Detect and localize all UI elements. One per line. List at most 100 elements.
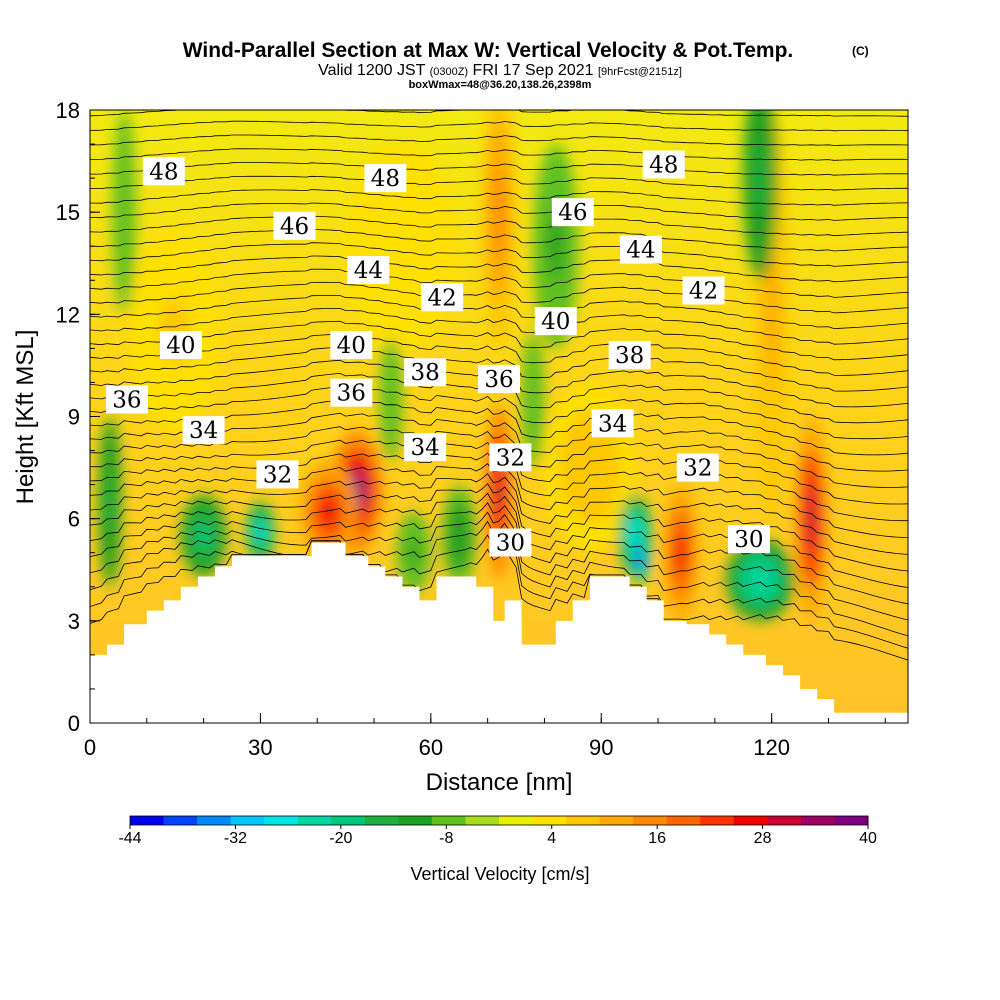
colorbar-tick-label: -32 bbox=[224, 830, 247, 847]
colorbar-swatch bbox=[163, 816, 198, 825]
isentrope bbox=[90, 502, 908, 605]
isentrope bbox=[90, 268, 908, 298]
subtitle-line: Valid 1200 JST (0300Z) FRI 17 Sep 2021 [… bbox=[318, 62, 682, 79]
contour-label-text: 48 bbox=[371, 166, 400, 192]
contour-label-box bbox=[142, 157, 185, 186]
contour-label-box bbox=[347, 256, 390, 285]
velocity-cell bbox=[493, 166, 505, 258]
isentrope bbox=[90, 473, 908, 555]
box-wmax-line: boxWmax=48@36.20,138.26,2398m bbox=[409, 79, 592, 91]
x-tick-label: 60 bbox=[419, 735, 443, 760]
contour-label: 34 bbox=[182, 416, 225, 445]
isentrope bbox=[90, 229, 908, 252]
colorbar-swatch bbox=[264, 816, 299, 825]
contour-label-box bbox=[489, 528, 532, 557]
chart-title: Wind-Parallel Section at Max W: Vertical… bbox=[183, 39, 794, 62]
contour-label-text: 38 bbox=[615, 343, 644, 369]
velocity-cell bbox=[574, 439, 606, 496]
contour-label-box bbox=[642, 150, 685, 179]
contour-label-box bbox=[256, 460, 299, 489]
velocity-cell bbox=[408, 539, 420, 567]
velocity-cell bbox=[754, 144, 766, 213]
contour-label-box bbox=[608, 341, 651, 370]
contour-label-text: 48 bbox=[649, 152, 678, 178]
contour-label-text: 40 bbox=[541, 309, 570, 335]
isentrope bbox=[90, 255, 908, 283]
y-tick-label: 15 bbox=[56, 200, 80, 225]
velocity-cell bbox=[529, 376, 537, 423]
isentrope bbox=[90, 110, 908, 117]
velocity-cell bbox=[255, 522, 266, 543]
x-tick-label: 120 bbox=[753, 735, 790, 760]
y-tick-label: 18 bbox=[56, 98, 80, 123]
contour-label-box bbox=[182, 416, 225, 445]
isentrope bbox=[90, 399, 908, 456]
contour-label-text: 34 bbox=[189, 418, 218, 444]
velocity-cell bbox=[638, 551, 644, 568]
contour-label: 30 bbox=[727, 525, 770, 554]
x-axis-label: Distance [nm] bbox=[426, 769, 573, 796]
velocity-cell bbox=[120, 178, 128, 247]
colorbar-swatch bbox=[331, 816, 366, 825]
colorbar-label: Vertical Velocity [cm/s] bbox=[410, 864, 589, 884]
colorbar-swatch bbox=[197, 816, 232, 825]
contour-label: 40 bbox=[330, 330, 373, 359]
isentrope bbox=[90, 346, 908, 392]
colorbar-swatch bbox=[700, 816, 735, 825]
valid-time-utc: (0300Z) bbox=[430, 66, 469, 78]
contour-label-text: 32 bbox=[683, 456, 712, 482]
contour-label: 42 bbox=[682, 276, 725, 305]
colorbar-swatch bbox=[800, 816, 835, 825]
contour-label-text: 34 bbox=[598, 411, 627, 437]
y-tick-label: 9 bbox=[68, 405, 80, 430]
contour-label: 30 bbox=[489, 528, 532, 557]
colorbar-swatch bbox=[633, 816, 668, 825]
y-tick-label: 6 bbox=[68, 507, 80, 532]
isentrope bbox=[90, 281, 908, 314]
y-tick-label: 3 bbox=[68, 609, 80, 634]
contour-label-box bbox=[551, 198, 594, 227]
colorbar-tick-label: 4 bbox=[547, 830, 556, 847]
colorbar-swatch bbox=[566, 816, 601, 825]
contour-label: 36 bbox=[105, 385, 148, 414]
colorbar-tick-label: -44 bbox=[118, 830, 141, 847]
y-tick-label: 0 bbox=[68, 711, 80, 736]
colorbar-swatch bbox=[431, 816, 466, 825]
isentrope bbox=[90, 215, 908, 237]
contour-label: 38 bbox=[404, 358, 447, 387]
contour-label-text: 48 bbox=[149, 159, 178, 185]
colorbar-swatch bbox=[364, 816, 399, 825]
contour-label: 32 bbox=[489, 443, 532, 472]
contour-label-text: 36 bbox=[484, 367, 513, 393]
colorbar-swatch bbox=[532, 816, 567, 825]
velocity-cell bbox=[383, 212, 422, 281]
isentrope bbox=[90, 162, 908, 176]
contour-label-box bbox=[682, 276, 725, 305]
contour-label-box bbox=[534, 307, 577, 336]
contour-label: 46 bbox=[273, 211, 316, 240]
contour-label-text: 46 bbox=[280, 214, 309, 240]
x-tick-label: 0 bbox=[84, 735, 96, 760]
isentrope bbox=[90, 320, 908, 361]
isentrope bbox=[90, 148, 908, 161]
isentrope bbox=[90, 511, 908, 621]
contour-label-text: 40 bbox=[337, 333, 366, 359]
isentrope bbox=[90, 412, 908, 472]
colorbar-tick-label: 40 bbox=[859, 830, 877, 847]
contour-label: 32 bbox=[256, 460, 299, 489]
contour-labels: 48 48 48 46 46 44 44 42 42 40 40 40 38 38 36 36 36 34 34 34… bbox=[105, 150, 770, 557]
isentrope bbox=[90, 386, 908, 440]
contour-label: 34 bbox=[591, 409, 634, 438]
colorbar-tick-label: -8 bbox=[439, 830, 453, 847]
contour-label-text: 32 bbox=[263, 462, 292, 488]
forecast-info: [9hrFcst@2151z] bbox=[598, 66, 682, 78]
velocity-cell bbox=[548, 212, 564, 281]
colorbar-tick-label: 16 bbox=[648, 830, 666, 847]
contour-label: 48 bbox=[142, 157, 185, 186]
colorbar: -44 -32 -20 -8 4 16 28 40 bbox=[118, 815, 877, 847]
isentrope bbox=[90, 333, 908, 376]
contour-label-box bbox=[159, 330, 202, 359]
contour-label-text: 30 bbox=[734, 527, 763, 553]
valid-date: FRI 17 Sep 2021 bbox=[473, 62, 594, 79]
